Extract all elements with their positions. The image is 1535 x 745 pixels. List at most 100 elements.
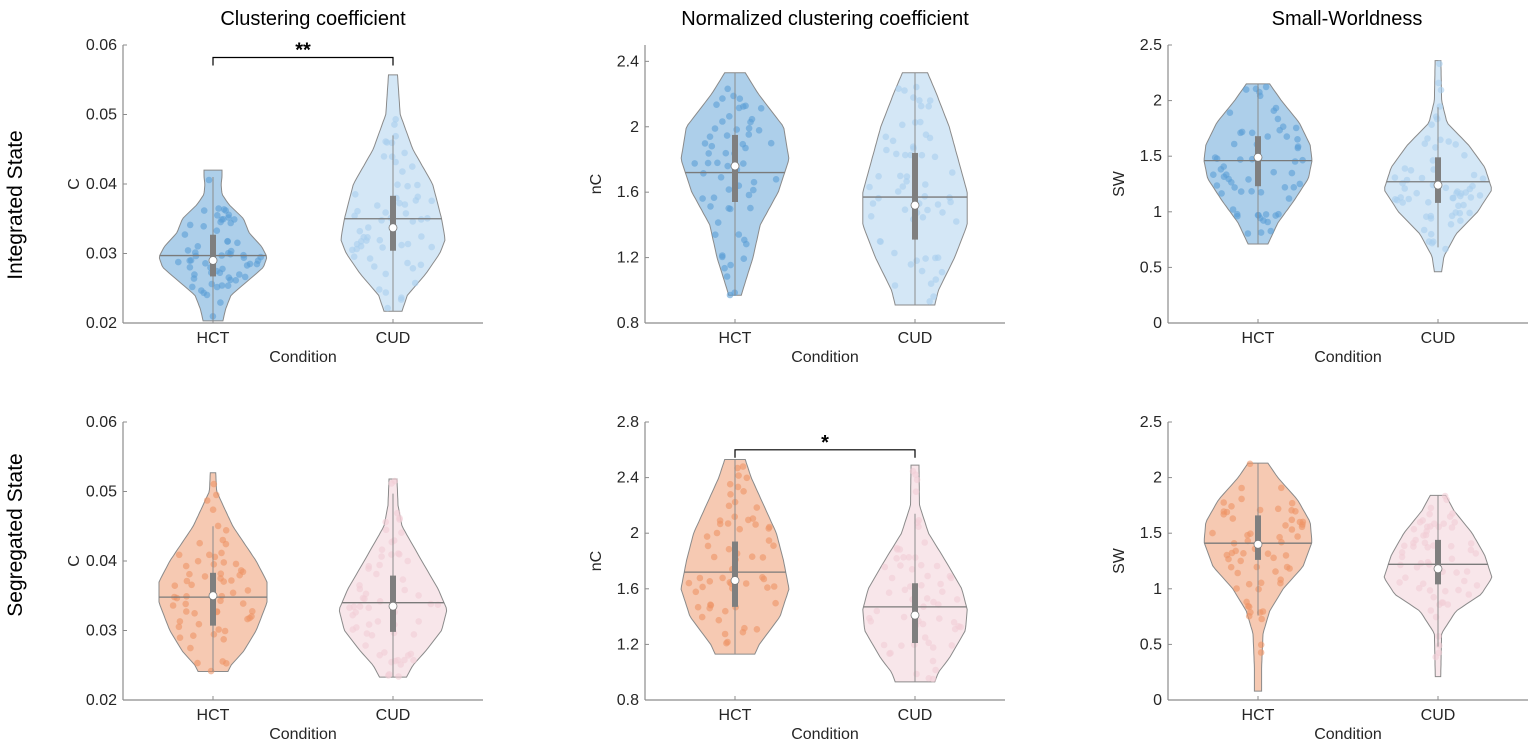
x-axis-label: Condition <box>269 349 337 366</box>
y-tick-label: 0.05 <box>86 484 117 501</box>
data-point <box>1442 184 1450 192</box>
data-point <box>741 236 748 244</box>
data-point <box>188 581 195 589</box>
data-point <box>757 105 765 112</box>
data-point <box>1238 128 1246 136</box>
data-point <box>724 638 731 646</box>
data-point <box>706 133 714 140</box>
data-point <box>357 242 365 250</box>
data-point <box>1467 540 1475 547</box>
data-point <box>926 298 933 305</box>
data-point <box>392 132 400 140</box>
data-point <box>402 210 410 217</box>
data-point <box>1277 576 1284 583</box>
data-point <box>220 215 227 223</box>
y-tick-label: 0.5 <box>1140 259 1162 276</box>
data-point <box>352 609 360 616</box>
data-point <box>1283 133 1291 140</box>
data-point <box>725 545 733 553</box>
data-point <box>1231 184 1238 191</box>
data-point <box>1391 174 1399 181</box>
data-point <box>1257 649 1265 656</box>
data-point <box>227 276 234 284</box>
data-point <box>378 546 386 553</box>
data-point <box>1262 211 1270 218</box>
data-point <box>196 539 203 547</box>
data-point <box>194 557 202 565</box>
data-point <box>1234 212 1241 220</box>
data-point <box>236 271 243 278</box>
data-point <box>899 183 907 190</box>
y-tick-label: 1.5 <box>1140 148 1162 165</box>
data-point <box>1466 209 1473 217</box>
data-point <box>175 551 183 559</box>
data-point <box>404 557 412 565</box>
data-point <box>745 191 753 199</box>
data-point <box>1210 171 1217 178</box>
data-point <box>404 240 412 248</box>
data-point <box>902 151 909 159</box>
data-point <box>232 277 240 284</box>
data-point <box>901 87 908 94</box>
data-point <box>187 257 195 264</box>
data-point <box>759 554 767 561</box>
x-tick-label: HCT <box>197 707 230 724</box>
data-point <box>1257 641 1265 649</box>
data-point <box>1240 550 1247 557</box>
data-point <box>743 474 751 482</box>
data-point <box>753 626 761 633</box>
data-point <box>1437 136 1444 144</box>
iqr-box <box>390 195 396 251</box>
data-point <box>903 173 911 180</box>
data-point <box>1425 199 1432 206</box>
data-point <box>918 151 926 159</box>
data-point <box>1264 218 1271 226</box>
data-point <box>711 125 719 132</box>
data-point <box>203 497 211 504</box>
data-point <box>1452 141 1459 148</box>
median-marker <box>1253 152 1263 162</box>
data-point <box>239 568 247 576</box>
data-point <box>401 586 409 594</box>
data-point <box>244 587 252 594</box>
data-point <box>1436 601 1443 608</box>
data-point <box>401 149 408 157</box>
data-point <box>215 626 222 633</box>
data-point <box>898 642 905 649</box>
data-point <box>1435 79 1442 87</box>
data-point <box>352 191 359 198</box>
data-point <box>1296 518 1304 526</box>
data-point <box>392 158 399 166</box>
data-point <box>698 613 706 621</box>
data-point <box>882 133 890 141</box>
y-axis-label: SW <box>1111 170 1128 197</box>
y-axis-label: SW <box>1111 547 1128 574</box>
data-point <box>725 502 733 510</box>
data-point <box>1220 163 1227 170</box>
data-point <box>921 634 929 641</box>
data-point <box>1472 550 1480 557</box>
data-point <box>1479 175 1487 182</box>
data-point <box>365 604 373 612</box>
data-point <box>1426 510 1433 518</box>
data-point <box>249 608 256 615</box>
data-point <box>745 131 753 138</box>
data-point <box>1253 563 1261 571</box>
data-point <box>1437 86 1445 94</box>
significance-label: * <box>821 432 829 454</box>
data-point <box>213 491 220 499</box>
data-point <box>894 188 902 195</box>
y-tick-label: 0.06 <box>86 37 117 54</box>
data-point <box>739 463 747 470</box>
data-point <box>176 618 184 625</box>
data-point <box>410 631 418 638</box>
y-tick-label: 1.6 <box>617 184 639 201</box>
data-point <box>398 241 405 249</box>
data-point <box>747 204 754 212</box>
data-point <box>1396 579 1403 586</box>
data-point <box>1243 598 1250 606</box>
iqr-box <box>1435 157 1441 203</box>
data-point <box>706 578 714 585</box>
data-point <box>1455 202 1462 210</box>
data-point <box>1428 121 1435 128</box>
